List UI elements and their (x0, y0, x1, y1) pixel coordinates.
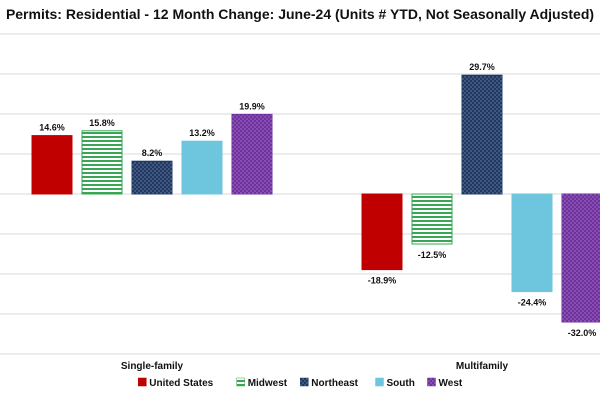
legend-label-south: South (387, 378, 415, 389)
bar-multifamily-south (511, 193, 553, 293)
category-label: Single-family (121, 361, 184, 372)
bars (31, 74, 600, 323)
legend-label-northeast: Northeast (311, 378, 358, 389)
data-label: 14.6% (39, 123, 65, 133)
data-label: -12.5% (418, 250, 447, 260)
data-label: -18.9% (368, 276, 397, 286)
data-label: 19.9% (239, 101, 265, 111)
legend-label-west: West (439, 378, 463, 389)
legend: United States Midwest Northeast South West (138, 377, 463, 389)
bar-multifamily-united-states (361, 193, 403, 271)
legend-swatch-west (427, 377, 436, 387)
legend-swatch-united-states (138, 377, 147, 387)
bar-multifamily-northeast (461, 74, 503, 195)
legend-label-midwest: Midwest (248, 378, 288, 389)
data-label: -32.0% (568, 328, 597, 338)
data-label: -24.4% (518, 298, 547, 308)
legend-label-united-states: United States (149, 378, 213, 389)
data-label: 29.7% (469, 62, 495, 72)
bar-single-family-south (181, 140, 223, 195)
bar-multifamily-west (561, 193, 600, 323)
data-labels: 14.6% 15.8% 8.2% 13.2% 19.9% -18.9% -12.5% 29.7… (39, 62, 596, 338)
data-label: 8.2% (142, 148, 163, 158)
legend-swatch-midwest (236, 377, 245, 387)
legend-swatch-northeast (300, 377, 309, 387)
bar-single-family-midwest (81, 130, 123, 195)
legend-swatch-south (375, 377, 384, 387)
bar-multifamily-midwest (411, 193, 453, 245)
bar-single-family-west (231, 113, 273, 195)
bar-single-family-northeast (131, 160, 173, 195)
category-labels: Single-family Multifamily (121, 361, 509, 372)
data-label: 13.2% (189, 128, 215, 138)
data-label: 15.8% (89, 118, 115, 128)
category-label: Multifamily (456, 361, 509, 372)
bar-single-family-united-states (31, 135, 73, 195)
chart-title: Permits: Residential - 12 Month Change: … (5, 6, 595, 22)
